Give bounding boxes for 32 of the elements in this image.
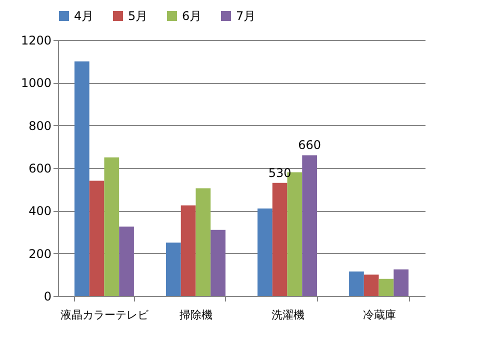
y-tick-label: 1000 <box>20 76 52 90</box>
legend-label: 5月 <box>128 9 148 23</box>
bar <box>166 242 181 296</box>
y-tick-label: 1200 <box>20 34 52 48</box>
legend-label: 4月 <box>74 9 94 23</box>
y-tick-label: 200 <box>28 246 52 261</box>
bar <box>74 61 90 296</box>
x-tick-label: 洗濯機 <box>271 308 304 322</box>
x-tick-label: 冷蔵庫 <box>362 308 396 322</box>
bar <box>302 155 318 296</box>
bar <box>89 180 104 296</box>
bar <box>394 269 409 296</box>
bar <box>378 278 394 296</box>
bar <box>258 208 272 296</box>
y-tick-label: 800 <box>28 118 52 133</box>
y-tick-label: 400 <box>28 204 52 218</box>
data-label: 530 <box>268 166 292 180</box>
bar <box>119 226 134 296</box>
bar <box>364 274 379 296</box>
data-label: 660 <box>298 138 322 152</box>
bar <box>210 230 226 296</box>
legend-label: 6月 <box>182 9 202 23</box>
y-tick-label: 0 <box>44 290 52 304</box>
y-tick-label: 600 <box>28 162 52 176</box>
x-tick-label: 掃除機 <box>180 308 213 322</box>
bar <box>196 188 211 296</box>
bar <box>349 271 364 296</box>
bar <box>272 182 288 296</box>
x-tick-label: 液晶カラーテレビ <box>60 308 150 322</box>
bar <box>180 205 196 296</box>
bar <box>104 157 120 296</box>
legend-label: 7月 <box>236 9 256 23</box>
